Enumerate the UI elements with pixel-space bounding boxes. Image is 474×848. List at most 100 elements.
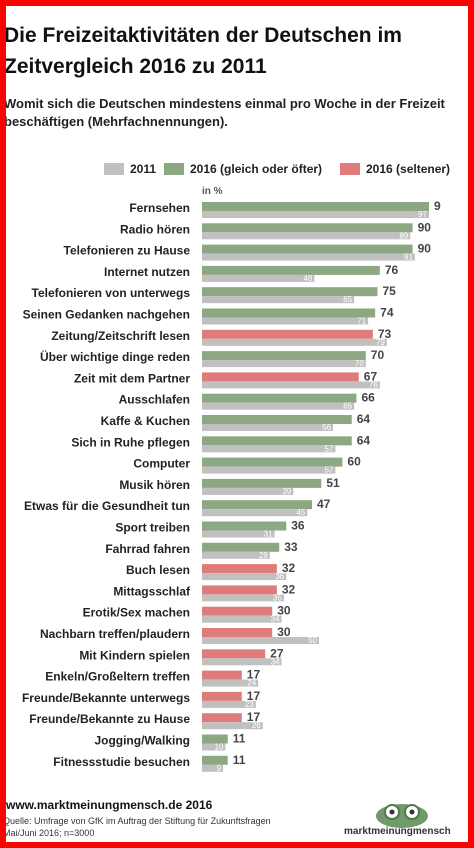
value-label-2011: 39 <box>282 487 291 496</box>
bar-2016 <box>202 329 373 339</box>
value-label-2011: 34 <box>271 615 280 624</box>
value-label-2016: 73 <box>378 327 392 341</box>
legend-item-2011: 2011 <box>104 161 156 177</box>
bar-2016 <box>202 542 280 552</box>
value-label-2011: 56 <box>322 423 331 432</box>
value-label-2016: 30 <box>277 604 291 618</box>
value-label-2011: 89 <box>399 231 408 240</box>
category-label: Fernsehen <box>129 201 190 215</box>
category-label: Freunde/Bekannte zu Hause <box>29 712 190 726</box>
bar-2011 <box>202 424 334 431</box>
bar-2016 <box>202 244 413 254</box>
bar-2016 <box>202 457 343 467</box>
value-label-2016: 17 <box>247 710 261 724</box>
legend-swatch-2016-same <box>164 163 184 175</box>
bar-2016 <box>202 478 322 488</box>
bar-2016 <box>202 606 273 616</box>
bar-2016 <box>202 585 277 595</box>
bar-2016 <box>202 415 352 424</box>
value-label-2011: 79 <box>376 338 385 347</box>
legend-label-2016-same: 2016 (gleich oder öfter) <box>190 162 323 176</box>
value-label-2016: 76 <box>385 263 399 277</box>
value-label-2011: 10 <box>214 743 223 752</box>
bar-2016 <box>202 372 359 382</box>
value-label-2011: 23 <box>245 700 254 709</box>
legend-item-2016-less: 2016 (seltener) <box>340 161 450 177</box>
bar-2016 <box>202 691 242 701</box>
category-label: Internet nutzen <box>104 265 190 279</box>
category-label: Computer <box>133 457 190 471</box>
category-label: Ausschlafen <box>119 393 190 407</box>
bar-2011 <box>202 594 284 602</box>
category-label: Radio hören <box>120 222 190 236</box>
category-label: Zeit mit dem Partner <box>74 371 190 385</box>
value-label-2016: 32 <box>282 561 296 575</box>
bar-2016 <box>202 287 378 297</box>
category-label: Freunde/Bekannte unterwegs <box>22 691 190 705</box>
bar-2011 <box>202 743 226 751</box>
value-label-2016: 60 <box>347 455 361 469</box>
value-label-2011: 97 <box>418 210 427 219</box>
legend-item-2016-same: 2016 (gleich oder öfter) <box>164 161 322 177</box>
chart-panel: Die Freizeitaktivitäten der Deutschen im… <box>6 6 468 842</box>
value-label-2016: 36 <box>291 519 305 533</box>
category-label: Erotik/Sex machen <box>83 606 190 620</box>
bar-2016 <box>202 734 228 744</box>
value-label-2011: 50 <box>308 636 317 645</box>
category-label: Über wichtige dinge reden <box>40 349 190 364</box>
bar-2016 <box>202 351 366 361</box>
value-label-2016: 90 <box>418 242 432 256</box>
value-label-2011: 31 <box>264 530 273 539</box>
bar-2016 <box>202 670 242 680</box>
bar-2011 <box>202 360 366 368</box>
category-label: Musik hören <box>119 478 190 492</box>
value-label-2011: 45 <box>296 508 305 517</box>
legend-label-2016-less: 2016 (seltener) <box>366 162 451 176</box>
value-label-2016: 90 <box>418 220 432 234</box>
category-label: Zeitung/Zeitschrift lesen <box>51 329 190 343</box>
value-label-2011: 9 <box>217 764 222 773</box>
value-label-2016: 51 <box>326 476 340 490</box>
brand-logo: marktmeinungmensch <box>344 798 468 842</box>
value-label-2016: 33 <box>284 540 298 554</box>
bar-2016 <box>202 713 242 723</box>
owl-icon <box>376 804 428 828</box>
bar-2011 <box>202 658 282 666</box>
footer-url: www.marktmeinungmensch.de 2016 <box>6 798 213 812</box>
legend-swatch-2011 <box>104 163 124 175</box>
value-label-2011: 36 <box>275 572 284 581</box>
bar-2011 <box>202 764 224 772</box>
bar-2011 <box>202 274 315 282</box>
value-label-2011: 91 <box>404 253 413 262</box>
bar-2011 <box>202 445 336 453</box>
bar-2016 <box>202 265 380 275</box>
category-label: Jogging/Walking <box>94 734 190 748</box>
value-label-2016: 66 <box>361 391 375 405</box>
value-label-2016: 74 <box>380 306 394 320</box>
value-label-2011: 29 <box>259 551 268 560</box>
value-label-2011: 24 <box>247 679 256 688</box>
category-label: Telefonieren von unterwegs <box>32 286 191 300</box>
bar-2011 <box>202 211 429 218</box>
bar-2011 <box>202 338 387 346</box>
bar-chart: Fernsehen 9 97 Radio hören 90 89 Telefonieren … <box>22 199 441 773</box>
bar-2011 <box>202 573 287 581</box>
bar-2016 <box>202 649 266 659</box>
bar-2011 <box>202 530 275 538</box>
legend-swatch-2016-less <box>340 163 360 175</box>
value-label-2016: 70 <box>371 348 385 362</box>
category-label: Etwas für die Gesundheit tun <box>24 499 190 513</box>
value-label-2011: 26 <box>252 721 261 730</box>
category-label: Sich in Ruhe pflegen <box>71 435 190 449</box>
value-label-2016: 9 <box>434 199 441 213</box>
category-label: Telefonieren zu Hause <box>64 244 191 258</box>
category-label: Mit Kindern spielen <box>79 648 190 662</box>
category-label: Buch lesen <box>126 563 190 577</box>
bar-2011 <box>202 232 411 240</box>
bar-2016 <box>202 436 352 446</box>
value-label-2016: 32 <box>282 582 296 596</box>
category-label: Nachbarn treffen/plaudern <box>40 627 190 641</box>
value-label-2016: 47 <box>317 497 331 511</box>
bar-2011 <box>202 509 308 517</box>
bar-2016 <box>202 521 287 531</box>
